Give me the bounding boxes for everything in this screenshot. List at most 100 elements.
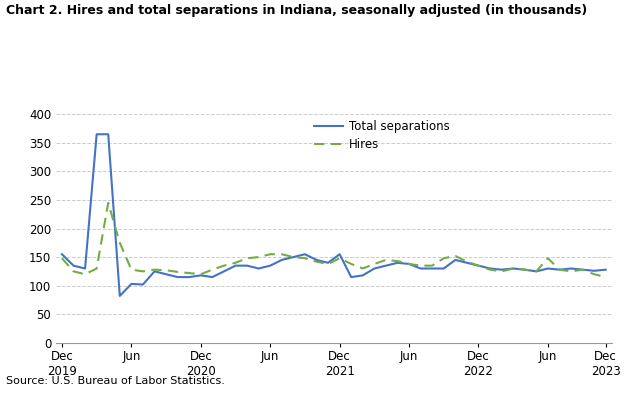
Total separations: [128, 282, 135, 286]
Hires: [336, 256, 343, 260]
Total separations: [359, 273, 366, 278]
Line: Total separations: Total separations: [62, 134, 606, 296]
Hires: [232, 260, 239, 265]
Hires: [406, 262, 413, 266]
Total separations: [452, 258, 459, 262]
Total separations: [185, 275, 193, 279]
Total separations: [266, 263, 274, 268]
Hires: [498, 269, 505, 274]
Total separations: [440, 266, 447, 271]
Hires: [556, 267, 563, 272]
Hires: [348, 262, 355, 266]
Hires: [590, 272, 598, 277]
Hires: [579, 267, 587, 272]
Hires: [116, 240, 124, 245]
Total separations: [579, 267, 587, 272]
Total separations: [486, 266, 494, 271]
Total separations: [255, 266, 262, 271]
Total separations: [532, 269, 540, 274]
Hires: [463, 259, 470, 264]
Hires: [151, 267, 158, 272]
Total separations: [290, 255, 297, 259]
Legend: Total separations, Hires: Total separations, Hires: [314, 120, 450, 151]
Total separations: [116, 294, 124, 298]
Total separations: [429, 266, 436, 271]
Hires: [255, 255, 262, 259]
Hires: [220, 263, 228, 268]
Hires: [93, 266, 100, 271]
Total separations: [220, 269, 228, 274]
Total separations: [406, 262, 413, 266]
Hires: [521, 267, 529, 272]
Total separations: [544, 266, 552, 271]
Total separations: [521, 267, 529, 272]
Total separations: [417, 266, 424, 271]
Hires: [208, 267, 216, 272]
Hires: [371, 262, 378, 266]
Hires: [301, 256, 309, 260]
Hires: [290, 255, 297, 259]
Hires: [567, 269, 575, 274]
Total separations: [81, 266, 89, 271]
Total separations: [336, 252, 343, 256]
Total separations: [58, 252, 66, 256]
Hires: [544, 256, 552, 260]
Total separations: [567, 266, 575, 271]
Hires: [532, 269, 540, 274]
Total separations: [498, 267, 505, 272]
Total separations: [301, 252, 309, 256]
Total separations: [232, 263, 239, 268]
Text: Source: U.S. Bureau of Labor Statistics.: Source: U.S. Bureau of Labor Statistics.: [6, 376, 225, 386]
Hires: [185, 271, 193, 275]
Total separations: [348, 275, 355, 279]
Hires: [324, 262, 332, 266]
Hires: [266, 252, 274, 256]
Hires: [382, 258, 389, 262]
Hires: [128, 267, 135, 272]
Hires: [81, 272, 89, 277]
Hires: [359, 266, 366, 271]
Hires: [440, 256, 447, 260]
Hires: [486, 267, 494, 272]
Hires: [475, 263, 482, 268]
Hires: [452, 254, 459, 258]
Hires: [394, 259, 401, 264]
Total separations: [208, 275, 216, 279]
Hires: [174, 269, 182, 274]
Total separations: [162, 272, 170, 277]
Hires: [197, 272, 205, 277]
Hires: [104, 201, 112, 205]
Total separations: [394, 260, 401, 265]
Total separations: [174, 275, 182, 279]
Total separations: [324, 260, 332, 265]
Hires: [278, 252, 286, 256]
Hires: [417, 263, 424, 268]
Total separations: [475, 263, 482, 268]
Hires: [243, 256, 251, 260]
Total separations: [371, 266, 378, 271]
Total separations: [509, 266, 517, 271]
Total separations: [93, 132, 100, 137]
Total separations: [602, 267, 610, 272]
Total separations: [197, 273, 205, 278]
Hires: [70, 269, 77, 274]
Hires: [139, 269, 147, 274]
Total separations: [463, 260, 470, 265]
Total separations: [243, 263, 251, 268]
Total separations: [70, 263, 77, 268]
Total separations: [278, 258, 286, 262]
Total separations: [313, 258, 320, 262]
Hires: [313, 259, 320, 264]
Hires: [58, 256, 66, 260]
Hires: [429, 263, 436, 268]
Total separations: [556, 267, 563, 272]
Hires: [509, 266, 517, 271]
Total separations: [139, 282, 147, 287]
Total separations: [151, 269, 158, 274]
Hires: [162, 268, 170, 273]
Line: Hires: Hires: [62, 203, 606, 277]
Total separations: [590, 268, 598, 273]
Total separations: [104, 132, 112, 137]
Hires: [602, 275, 610, 279]
Total separations: [382, 263, 389, 268]
